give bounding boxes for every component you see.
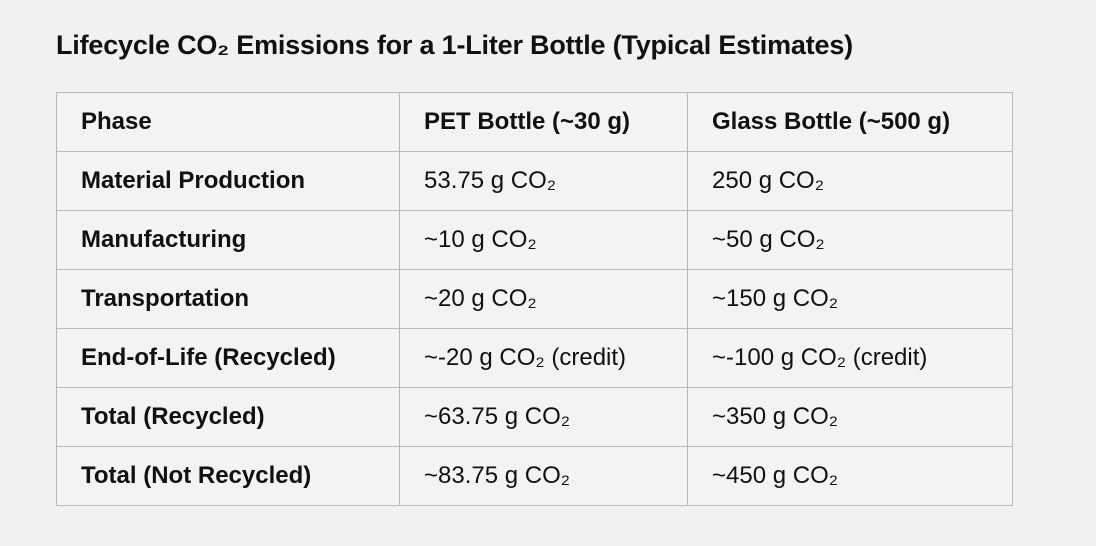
table-row: Total (Not Recycled) ~83.75 g CO₂ ~450 g…: [56, 446, 1013, 506]
emissions-table: Phase PET Bottle (~30 g) Glass Bottle (~…: [56, 92, 1013, 506]
pet-value-cell: ~10 g CO₂: [399, 210, 688, 270]
pet-value-cell: ~63.75 g CO₂: [399, 387, 688, 447]
header-phase: Phase: [56, 92, 400, 152]
table-row: Material Production 53.75 g CO₂ 250 g CO…: [56, 151, 1013, 211]
phase-cell: Transportation: [56, 269, 400, 329]
table-row: End-of-Life (Recycled) ~-20 g CO₂ (credi…: [56, 328, 1013, 388]
glass-value-cell: ~50 g CO₂: [687, 210, 1013, 270]
table-row: Manufacturing ~10 g CO₂ ~50 g CO₂: [56, 210, 1013, 270]
header-glass-bottle: Glass Bottle (~500 g): [687, 92, 1013, 152]
glass-value-cell: ~350 g CO₂: [687, 387, 1013, 447]
phase-cell: Total (Recycled): [56, 387, 400, 447]
table-header-row: Phase PET Bottle (~30 g) Glass Bottle (~…: [56, 92, 1013, 152]
page-title: Lifecycle CO₂ Emissions for a 1-Liter Bo…: [56, 30, 853, 60]
phase-cell: Manufacturing: [56, 210, 400, 270]
pet-value-cell: ~83.75 g CO₂: [399, 446, 688, 506]
phase-cell: Material Production: [56, 151, 400, 211]
header-pet-bottle: PET Bottle (~30 g): [399, 92, 688, 152]
pet-value-cell: 53.75 g CO₂: [399, 151, 688, 211]
glass-value-cell: ~150 g CO₂: [687, 269, 1013, 329]
phase-cell: End-of-Life (Recycled): [56, 328, 400, 388]
phase-cell: Total (Not Recycled): [56, 446, 400, 506]
pet-value-cell: ~20 g CO₂: [399, 269, 688, 329]
glass-value-cell: ~-100 g CO₂ (credit): [687, 328, 1013, 388]
pet-value-cell: ~-20 g CO₂ (credit): [399, 328, 688, 388]
table-row: Total (Recycled) ~63.75 g CO₂ ~350 g CO₂: [56, 387, 1013, 447]
table-row: Transportation ~20 g CO₂ ~150 g CO₂: [56, 269, 1013, 329]
glass-value-cell: 250 g CO₂: [687, 151, 1013, 211]
glass-value-cell: ~450 g CO₂: [687, 446, 1013, 506]
